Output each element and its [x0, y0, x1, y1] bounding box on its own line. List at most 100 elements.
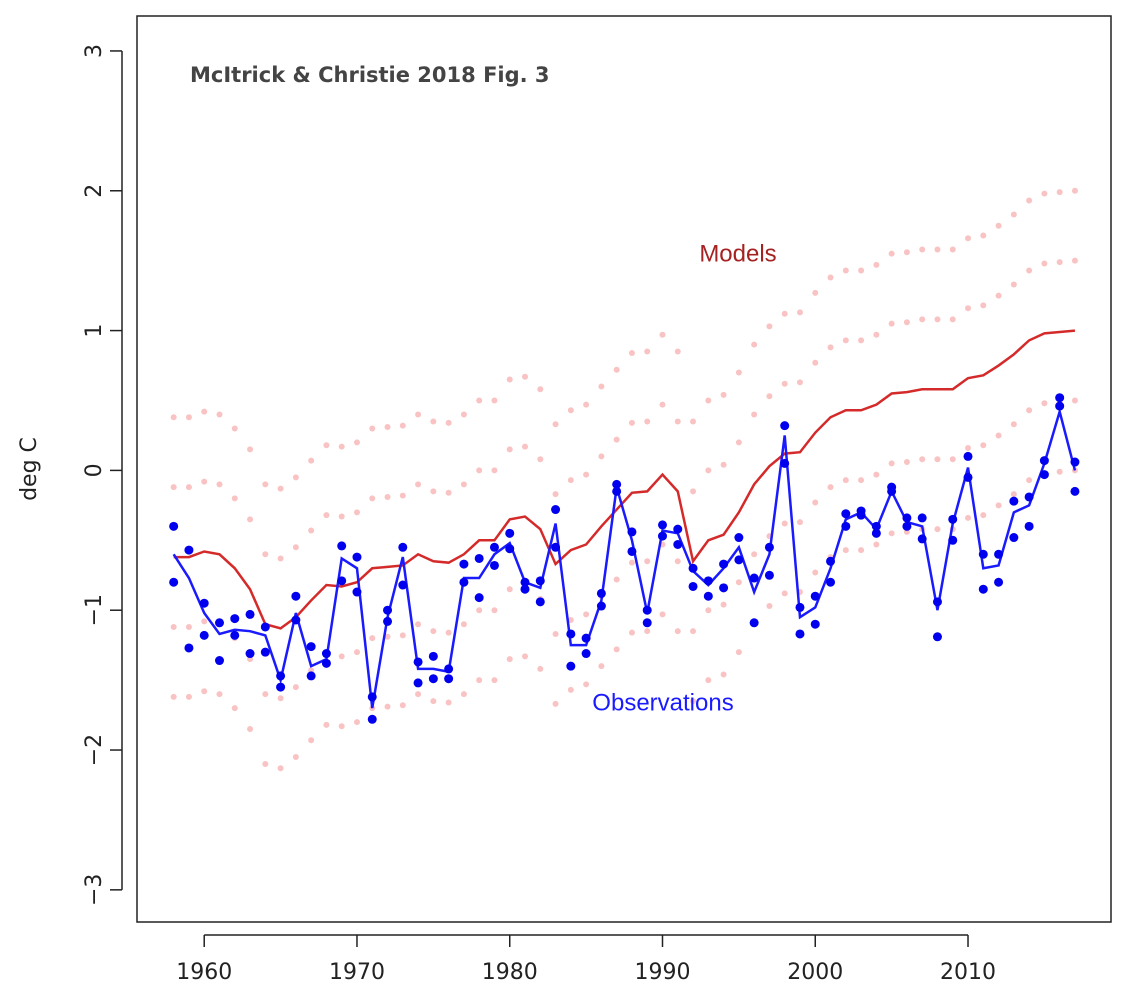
x-tick-label: 1970: [329, 960, 385, 985]
x-tick-label: 1990: [634, 960, 690, 985]
model-run-point: [690, 698, 697, 705]
observation-point: [276, 682, 286, 692]
observation-point: [596, 588, 606, 598]
model-run-point: [873, 541, 880, 548]
y-tick-label: −1: [82, 594, 107, 626]
model-run-point: [384, 633, 391, 640]
observation-point: [428, 651, 438, 661]
model-run-point: [399, 492, 406, 499]
observation-point: [566, 661, 576, 671]
model-run-point: [628, 419, 635, 426]
model-run-point: [796, 519, 803, 526]
observation-point: [902, 513, 912, 523]
model-run-point: [995, 222, 1002, 229]
model-run-point: [674, 558, 681, 565]
model-run-point: [1041, 190, 1048, 197]
model-run-point: [292, 684, 299, 691]
model-run-point: [476, 607, 483, 614]
observation-point: [978, 584, 988, 594]
model-run-point: [170, 484, 177, 491]
model-run-point: [751, 411, 758, 418]
y-tick-label: −2: [82, 734, 107, 766]
model-run-point: [934, 316, 941, 323]
model-run-point: [842, 547, 849, 554]
model-run-point: [415, 691, 422, 698]
observation-point: [383, 616, 393, 626]
observation-point: [1070, 486, 1080, 496]
observation-point: [887, 486, 897, 496]
observation-point: [398, 542, 408, 552]
model-run-point: [1010, 421, 1017, 428]
model-run-point: [247, 446, 254, 453]
model-run-point: [262, 481, 269, 488]
model-run-point: [567, 686, 574, 693]
model-run-point: [674, 418, 681, 425]
model-run-point: [262, 691, 269, 698]
model-run-point: [995, 292, 1002, 299]
observation-point: [673, 540, 683, 549]
model-run-point: [415, 411, 422, 418]
model-run-point: [231, 495, 238, 502]
observation-point: [535, 597, 545, 607]
observation-point: [520, 584, 530, 594]
model-run-point: [445, 699, 452, 706]
model-run-point: [1056, 468, 1063, 475]
model-run-point: [949, 246, 956, 253]
observation-point: [199, 598, 209, 608]
chart-title: McItrick & Christie 2018 Fig. 3: [190, 63, 550, 87]
model-run-point: [552, 630, 559, 637]
observation-point: [749, 618, 759, 628]
model-run-point: [583, 681, 590, 688]
observation-point: [627, 527, 637, 537]
x-tick-label: 1980: [482, 960, 538, 985]
model-run-point: [980, 302, 987, 309]
observation-point: [657, 520, 667, 530]
observation-point: [352, 552, 362, 562]
model-run-point: [323, 721, 330, 728]
model-run-point: [491, 677, 498, 684]
model-run-point: [185, 484, 192, 491]
observation-point: [1024, 492, 1034, 502]
observation-point: [184, 545, 194, 555]
model-run-point: [506, 446, 513, 453]
model-run-point: [812, 499, 819, 506]
model-run-point: [598, 383, 605, 390]
model-run-point: [751, 341, 758, 348]
model-run-point: [338, 513, 345, 520]
model-run-point: [338, 653, 345, 660]
observation-point: [352, 587, 362, 597]
model-run-point: [216, 481, 223, 488]
model-run-point: [338, 443, 345, 450]
observation-point: [459, 577, 469, 587]
model-run-point: [506, 376, 513, 383]
observation-point: [169, 521, 179, 531]
model-run-point: [1056, 189, 1063, 196]
model-run-point: [430, 698, 437, 705]
model-run-point: [460, 621, 467, 628]
model-run-point: [170, 623, 177, 630]
plot-box: [136, 15, 1112, 923]
model-run-point: [965, 235, 972, 242]
model-run-point: [415, 481, 422, 488]
observation-point: [871, 528, 881, 538]
model-run-point: [277, 555, 284, 562]
model-run-point: [262, 551, 269, 558]
model-run-point: [399, 632, 406, 639]
model-run-point: [491, 467, 498, 474]
model-run-point: [583, 401, 590, 408]
observation-point: [321, 658, 331, 668]
observation-point: [1039, 456, 1049, 466]
x-tick-label: 1960: [176, 960, 232, 985]
model-run-point: [919, 316, 926, 323]
model-run-point: [323, 442, 330, 449]
model-run-point: [185, 693, 192, 700]
observation-point: [505, 544, 515, 554]
model-run-point: [522, 443, 529, 450]
observation-point: [612, 486, 622, 496]
observation-point: [917, 513, 927, 523]
observation-point: [1070, 457, 1080, 467]
model-run-point: [384, 703, 391, 710]
model-run-point: [1071, 257, 1078, 264]
model-run-point: [980, 442, 987, 449]
